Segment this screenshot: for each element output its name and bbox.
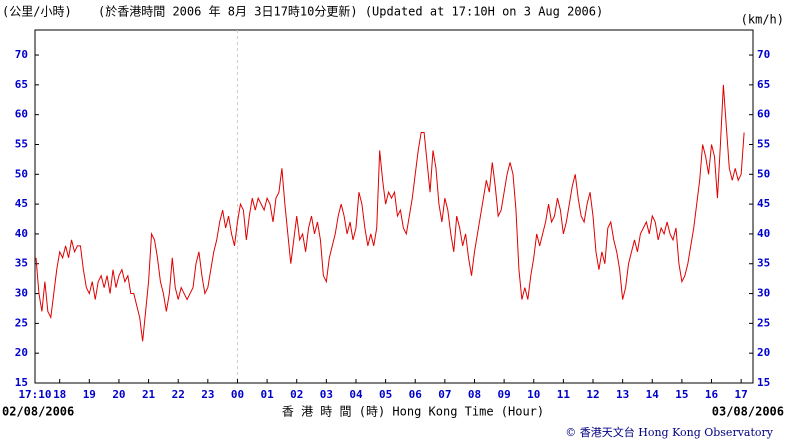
y-unit-left: (公里/小時) <box>2 5 72 19</box>
y2-tick-label: 40 <box>757 227 770 240</box>
chart-title: (於香港時間 2006 年 8月 3日17時10分更新) (Updated at… <box>98 4 603 19</box>
x-tick-label: 22 <box>172 388 185 401</box>
x-tick-label: 06 <box>409 388 423 401</box>
x-tick-label: 08 <box>468 388 481 401</box>
y2-tick-label: 45 <box>757 197 770 210</box>
y2-tick-label: 65 <box>757 78 770 91</box>
y2-tick-label: 30 <box>757 287 770 300</box>
y-tick-label: 45 <box>15 197 28 210</box>
y-unit-right: (km/h) <box>741 13 784 27</box>
data-line <box>35 84 745 342</box>
x-tick-label: 13 <box>616 388 629 401</box>
x-tick-label: 04 <box>349 388 363 401</box>
y-tick-label: 15 <box>15 376 28 389</box>
x-tick-label: 05 <box>379 388 392 401</box>
y-tick-label: 55 <box>15 137 28 150</box>
x-tick-label: 14 <box>646 388 660 401</box>
y2-tick-label: 55 <box>757 137 770 150</box>
y-tick-label: 30 <box>15 287 28 300</box>
x-tick-label: 18 <box>53 388 66 401</box>
y2-tick-label: 20 <box>757 346 770 359</box>
y-tick-label: 40 <box>15 227 28 240</box>
y-tick-label: 20 <box>15 346 28 359</box>
y2-tick-label: 70 <box>757 48 770 61</box>
y2-tick-label: 15 <box>757 376 770 389</box>
x-tick-label: 21 <box>142 388 156 401</box>
x-tick-label: 00 <box>231 388 244 401</box>
x-tick-label: 11 <box>557 388 571 401</box>
x-tick-label: 20 <box>112 388 125 401</box>
x-tick-label: 12 <box>586 388 599 401</box>
x-axis-label: 香 港 時 間 (時) Hong Kong Time (Hour) <box>282 405 544 419</box>
x-tick-label: 17:10 <box>18 388 51 401</box>
y2-tick-label: 35 <box>757 257 770 270</box>
x-tick-label: 07 <box>438 388 451 401</box>
x-tick-label: 16 <box>705 388 719 401</box>
y-tick-label: 70 <box>15 48 28 61</box>
y-tick-label: 65 <box>15 78 28 91</box>
credit: © 香港天文台 Hong Kong Observatory <box>565 425 774 439</box>
x-tick-label: 23 <box>201 388 214 401</box>
y-tick-label: 60 <box>15 108 28 121</box>
x-tick-label: 10 <box>527 388 540 401</box>
date-end: 03/08/2006 <box>712 405 784 419</box>
y-tick-label: 50 <box>15 167 28 180</box>
x-tick-label: 19 <box>83 388 96 401</box>
x-tick-label: 17 <box>735 388 748 401</box>
y-tick-label: 35 <box>15 257 28 270</box>
x-tick-label: 02 <box>290 388 303 401</box>
x-tick-label: 15 <box>675 388 688 401</box>
plot-frame <box>34 29 754 384</box>
y-tick-label: 25 <box>15 316 28 329</box>
y2-tick-label: 25 <box>757 316 770 329</box>
y2-tick-label: 50 <box>757 167 770 180</box>
y2-tick-label: 60 <box>757 108 770 121</box>
date-start: 02/08/2006 <box>2 405 74 419</box>
x-tick-label: 09 <box>497 388 510 401</box>
x-tick-label: 01 <box>260 388 274 401</box>
x-tick-label: 03 <box>320 388 333 401</box>
